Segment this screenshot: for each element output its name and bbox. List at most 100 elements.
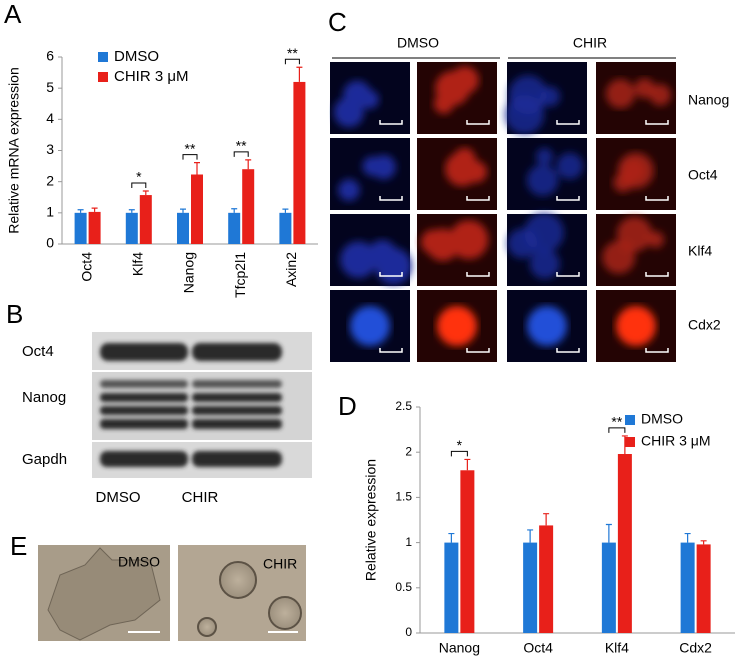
significance-bracket: [450, 450, 468, 457]
cell: [338, 179, 360, 201]
significance-label: **: [611, 414, 622, 430]
y-tick-label: 6: [46, 48, 54, 64]
colony: [219, 561, 257, 599]
bar: [523, 542, 538, 633]
cells: [445, 147, 488, 187]
bar: [444, 542, 459, 633]
error-bar: [282, 208, 289, 213]
bar: [696, 544, 711, 633]
row-label: Oct4: [688, 167, 718, 183]
column-header: CHIR: [573, 35, 607, 51]
error-bar: [296, 66, 303, 82]
bar: [539, 525, 554, 633]
significance-bracket: [233, 151, 249, 157]
error-bar: [448, 532, 455, 543]
bar: [125, 212, 138, 244]
bar: [177, 212, 189, 244]
y-tick-label: 0.5: [395, 580, 412, 594]
cells: [527, 306, 567, 346]
scale-bar: [379, 348, 403, 353]
scale-bar: [645, 348, 669, 353]
y-tick-label: 2.5: [395, 399, 412, 413]
cells: [433, 66, 479, 114]
bar: [74, 212, 87, 244]
significance-bracket: [182, 154, 198, 160]
blot-row-label: Gapdh: [22, 451, 67, 468]
colony: [268, 596, 302, 630]
row-label: Nanog: [688, 92, 729, 108]
y-tick-label: 2: [46, 172, 54, 188]
bar: [680, 542, 695, 633]
x-tick-label: Tfcp2l1: [232, 252, 248, 298]
fluorescence-grid: DMSO CHIR Nanog Oct4 Klf4 Cdx2: [330, 35, 729, 362]
cells: [437, 306, 477, 346]
cell: [526, 164, 559, 197]
error-bar: [700, 540, 707, 545]
scale-bar: [379, 272, 403, 277]
x-tick-label: Nanog: [439, 640, 480, 656]
row-label: Cdx2: [688, 317, 721, 333]
scale-bar: [556, 120, 580, 125]
scale-bar: [556, 196, 580, 201]
x-tick-label: Klf4: [605, 640, 629, 656]
bar: [279, 212, 292, 244]
image-label: DMSO: [118, 554, 160, 570]
cells: [613, 152, 654, 193]
column-header: DMSO: [397, 35, 439, 51]
error-bar: [231, 208, 238, 213]
bar: [228, 212, 241, 244]
western-blot: Oct4 Nanog Gapdh DMSO CHIR: [22, 332, 312, 506]
cell: [605, 79, 636, 109]
error-bar: [180, 208, 186, 213]
blot-row-label: Nanog: [22, 389, 66, 406]
blot-row-label: Oct4: [22, 343, 54, 360]
legend-swatch: [98, 52, 108, 62]
scale-bar: [645, 272, 669, 277]
blot-column-label: DMSO: [96, 489, 141, 506]
cell: [647, 231, 665, 248]
cells: [526, 148, 584, 197]
cells: [338, 154, 396, 201]
error-bar: [128, 209, 135, 213]
cell: [340, 241, 377, 278]
cell: [524, 212, 564, 253]
significance-bracket: [131, 182, 147, 189]
significance-label: **: [185, 140, 196, 156]
bar: [242, 169, 255, 244]
y-tick-label: 1.5: [395, 490, 412, 504]
y-tick-label: 0: [46, 235, 54, 251]
colony: [197, 617, 217, 637]
cell: [433, 93, 454, 114]
legend-swatch: [625, 437, 635, 447]
cell: [333, 97, 365, 128]
scale-bar: [645, 120, 669, 125]
bar: [460, 470, 475, 633]
legend-label: CHIR 3 μM: [641, 433, 711, 449]
legend-label: DMSO: [114, 48, 159, 65]
scale-bar: [466, 120, 490, 125]
scale-bar: [379, 196, 403, 201]
error-bar: [527, 529, 534, 543]
error-bar: [194, 162, 200, 175]
cells: [420, 220, 489, 261]
panel-label: B: [6, 299, 23, 329]
x-tick-label: Cdx2: [679, 640, 712, 656]
error-bar: [142, 190, 149, 196]
cells: [504, 75, 561, 135]
error-bar: [605, 523, 612, 543]
cell: [367, 239, 398, 270]
cell: [449, 220, 489, 260]
cells: [507, 212, 564, 279]
cell: [527, 306, 567, 346]
y-tick-label: 5: [46, 79, 54, 95]
cell: [649, 84, 672, 106]
panel-label: E: [10, 531, 27, 561]
cell: [613, 173, 633, 193]
error-bar: [77, 209, 84, 213]
cell: [350, 306, 390, 346]
y-tick-label: 1: [46, 204, 54, 220]
cells: [350, 306, 390, 346]
cells: [616, 306, 656, 346]
legend-label: DMSO: [641, 411, 683, 427]
